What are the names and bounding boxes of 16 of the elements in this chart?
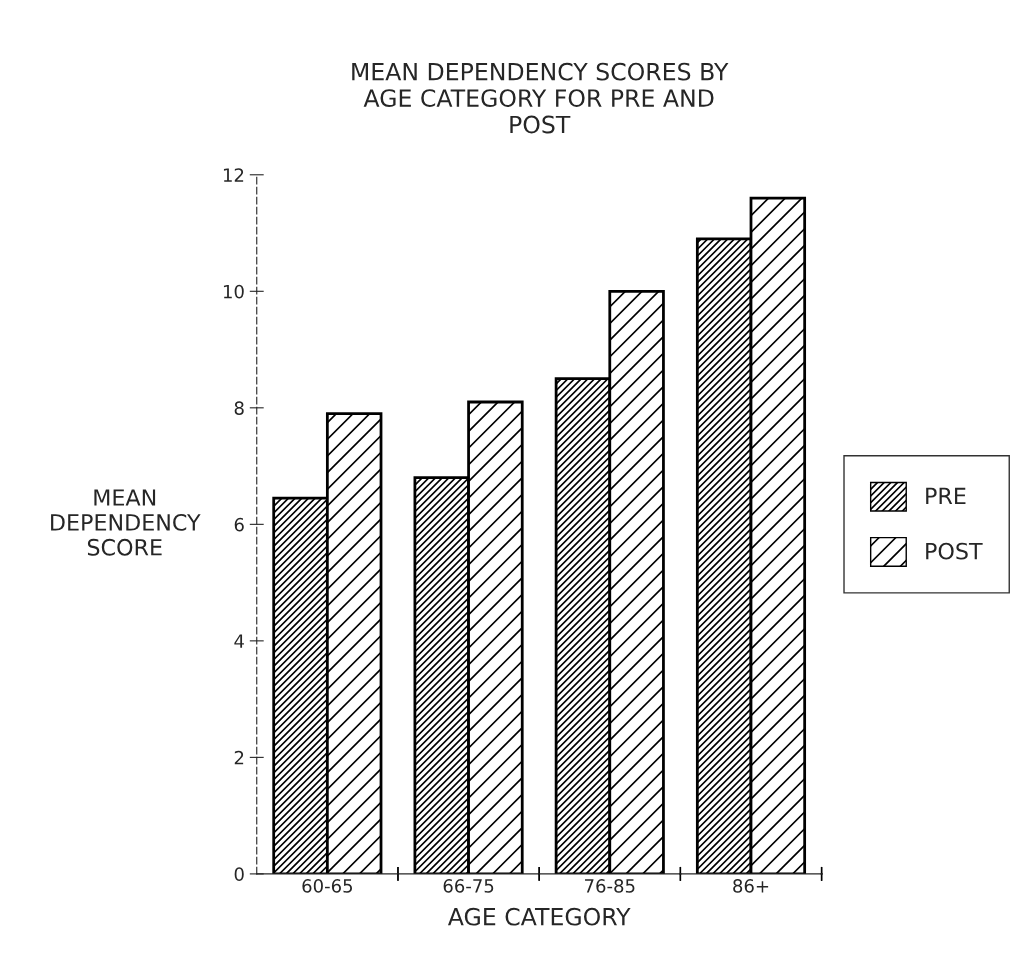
x-tick-label: 76-85 bbox=[585, 879, 635, 893]
y-tick-label: 12 bbox=[223, 168, 244, 182]
y-tick-label: 2 bbox=[234, 750, 244, 765]
y-tick-label: 6 bbox=[234, 517, 244, 532]
x-axis-title: AGE CATEGORY bbox=[447, 907, 631, 926]
y-tick-label: 10 bbox=[223, 284, 244, 299]
x-tick-label: 66-75 bbox=[443, 879, 494, 893]
y-tick-label: 4 bbox=[234, 634, 244, 648]
legend-label: POST bbox=[926, 542, 983, 560]
y-tick-label: 0 bbox=[234, 867, 244, 882]
y-axis-title: MEAN DEPENDENCY SCORE bbox=[51, 489, 201, 556]
x-tick-label: 86+ bbox=[733, 879, 769, 893]
x-tick-label: 60-65 bbox=[302, 879, 353, 893]
legend-label: PRE bbox=[926, 487, 966, 505]
chart-title: MEAN DEPENDENCY SCORES BY AGE CATEGORY FOR PRE AND POST bbox=[352, 62, 729, 134]
y-tick-label: 8 bbox=[234, 401, 244, 415]
